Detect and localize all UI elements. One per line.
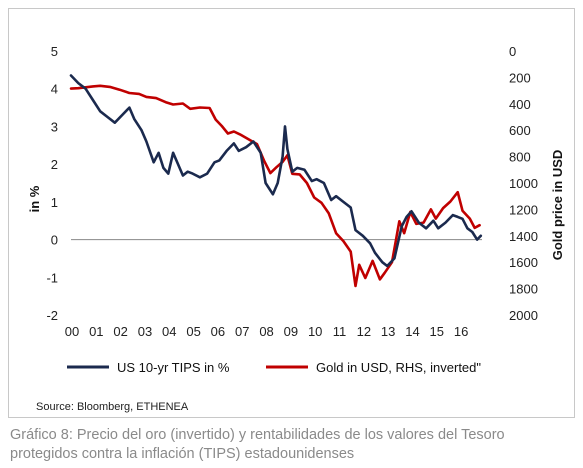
- left-tick-label: 1: [51, 195, 58, 210]
- tips-series-line: [69, 74, 483, 268]
- x-tick-label: 08: [259, 324, 273, 339]
- left-tick-label: -2: [46, 308, 58, 323]
- right-tick-label: 1000: [509, 176, 538, 191]
- right-tick-label: 600: [509, 123, 531, 138]
- legend: US 10-yr TIPS in % Gold in USD, RHS, inv…: [67, 360, 481, 375]
- right-tick-label: 400: [509, 97, 531, 112]
- x-tick-label: 07: [235, 324, 249, 339]
- legend-label-tips: US 10-yr TIPS in %: [117, 360, 230, 375]
- figure-caption: Gráfico 8: Precio del oro (invertido) y …: [10, 427, 505, 462]
- left-tick-label: 0: [51, 233, 58, 248]
- left-tick-label: 5: [51, 44, 58, 59]
- x-tick-label: 09: [284, 324, 298, 339]
- right-tick-label: 1400: [509, 229, 538, 244]
- x-tick-label: 10: [308, 324, 322, 339]
- chart-frame: 5 4 3 2 1 0 -1 -2 0 200 400 600 800 1000 1200 1400 1600…: [8, 8, 575, 418]
- left-tick-label: -1: [46, 270, 58, 285]
- left-tick-label: 4: [51, 82, 58, 97]
- x-tick-label: 14: [405, 324, 419, 339]
- left-tick-label: 2: [51, 157, 58, 172]
- legend-label-gold: Gold in USD, RHS, inverted": [316, 360, 481, 375]
- x-tick-label: 03: [138, 324, 152, 339]
- x-tick-label: 04: [162, 324, 176, 339]
- right-tick-label: 1200: [509, 202, 538, 217]
- x-tick-label: 11: [333, 324, 347, 339]
- x-tick-label: 05: [186, 324, 200, 339]
- source-note: Source: Bloomberg, ETHENEA: [36, 401, 189, 413]
- x-tick-label: 02: [113, 324, 127, 339]
- right-tick-label: 800: [509, 150, 531, 165]
- x-tick-label: 13: [381, 324, 395, 339]
- right-tick-label: 2000: [509, 308, 538, 323]
- x-tick-label: 16: [454, 324, 468, 339]
- x-tick-label: 15: [430, 324, 444, 339]
- left-axis-label: in %: [27, 185, 42, 212]
- x-tick-label: 12: [357, 324, 371, 339]
- right-tick-label: 0: [509, 44, 516, 59]
- right-axis-label: Gold price in USD: [550, 150, 565, 261]
- x-tick-label: 00: [65, 324, 79, 339]
- x-tick-label: 01: [89, 324, 103, 339]
- right-tick-label: 1800: [509, 282, 538, 297]
- left-tick-label: 3: [51, 119, 58, 134]
- right-tick-label: 200: [509, 70, 531, 85]
- x-tick-label: 06: [211, 324, 225, 339]
- right-tick-label: 1600: [509, 255, 538, 270]
